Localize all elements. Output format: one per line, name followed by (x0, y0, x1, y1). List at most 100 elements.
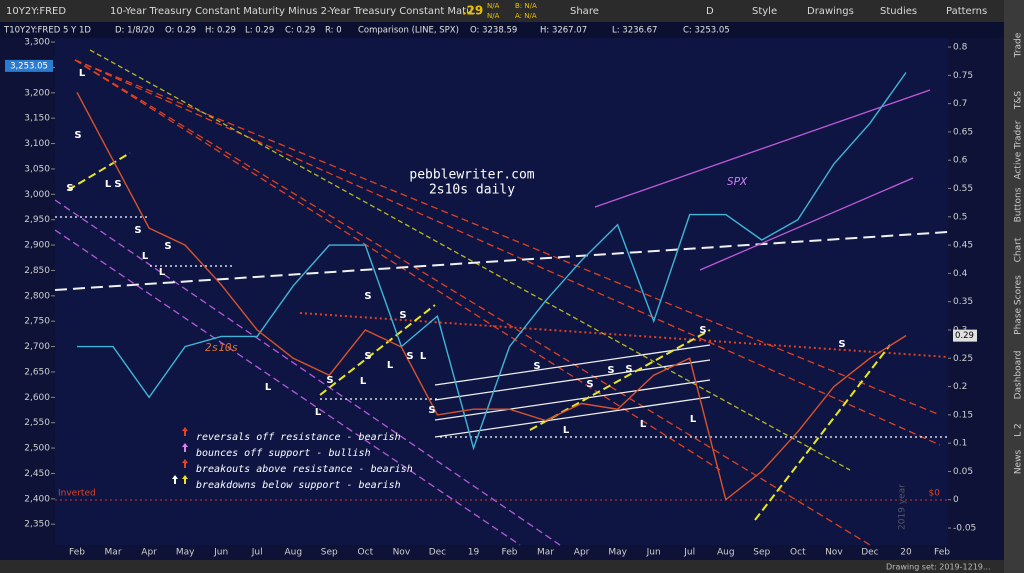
side-tab[interactable]: Dashboard (1014, 351, 1024, 400)
legend-item: O: 3238.59 (470, 26, 517, 36)
legend-item: C: 0.29 (285, 26, 315, 36)
y-tick-label: 2,700 (24, 342, 50, 352)
button[interactable]: D (706, 6, 714, 17)
side-tab[interactable]: T&S (1014, 91, 1024, 111)
series-line (76, 91, 907, 501)
x-tick-label: May (176, 548, 195, 558)
y2-tick-label: 0.45 (953, 241, 973, 251)
trendline (54, 231, 949, 291)
y2-tick-label: 0.1 (953, 439, 967, 449)
legend-item: R: 0 (325, 26, 342, 36)
x-tick-label: Jun (646, 548, 661, 558)
key: reversals off resistance - bearish bounc… (172, 427, 413, 491)
legend-item: T10Y2Y:FRED 5 Y 1D (3, 26, 91, 36)
y-tick-label: 2,600 (24, 393, 50, 403)
y2-tick-label: 0 (953, 495, 959, 505)
button[interactable]: Drawings (807, 6, 854, 17)
series-label: 2s10s (205, 341, 238, 354)
y-tick-label: 2,550 (24, 418, 50, 428)
trendline (594, 89, 931, 208)
x-tick-label: Dec (861, 548, 878, 558)
y-tick-label: 2,750 (24, 317, 50, 327)
y-tick-label: 2,850 (24, 266, 50, 276)
x-tick-label: Feb (69, 548, 85, 558)
button[interactable]: Patterns (946, 6, 987, 17)
y-tick-label: 2,500 (24, 444, 50, 454)
drawings (54, 49, 949, 546)
legend-item: L: 3236.67 (612, 26, 657, 36)
signal-label: L (315, 407, 322, 418)
legend-bar-bg (0, 22, 1004, 38)
legend-item: L: 0.29 (245, 26, 274, 36)
status-bg (0, 560, 1004, 573)
x-tick-label: 19 (468, 548, 480, 558)
y2-tick-label: 0.65 (953, 127, 973, 137)
button[interactable]: Share (570, 6, 599, 17)
legend-item: O: 0.29 (165, 26, 196, 36)
y-tick-label: 3,100 (24, 139, 50, 149)
legend-item: D: 1/8/20 (115, 26, 154, 36)
side-tab[interactable]: L 2 (1014, 423, 1024, 437)
trendline (699, 177, 914, 271)
button[interactable]: Style (752, 6, 777, 17)
x-tick-label: Feb (934, 548, 950, 558)
side-tab[interactable]: Active Trader (1014, 120, 1024, 179)
toolbar-bg (0, 0, 1004, 22)
signal-label: L (690, 414, 697, 425)
y2-tick-label: 0.8 (953, 43, 968, 53)
signal-label: S (74, 130, 81, 141)
key-text: bounces off support - bullish (196, 448, 371, 459)
signal-label: S (607, 365, 614, 376)
key-text: breakdowns below support - bearish (196, 480, 401, 491)
series-line (77, 72, 907, 451)
side-tab[interactable]: Trade (1014, 32, 1024, 58)
quote: A: N/A (515, 12, 537, 20)
trendline (67, 152, 131, 191)
x-tick-label: Jun (213, 548, 228, 558)
key-text: reversals off resistance - bearish (196, 432, 401, 443)
y2-tick-label: 0.2 (953, 382, 967, 392)
quote: B: N/A (515, 2, 537, 10)
key-text: breakouts above resistance - bearish (196, 464, 413, 475)
y2-tick-label: 0.5 (953, 212, 967, 222)
side-tab[interactable]: Phase Scores (1014, 275, 1024, 335)
y2-tick-label: 0.75 (953, 71, 973, 81)
trendline (529, 329, 711, 431)
x-tick-label: Nov (825, 548, 843, 558)
signal-label: L (142, 251, 149, 262)
symbol[interactable]: 10Y2Y:FRED (6, 6, 66, 17)
x-tick-label: Apr (141, 548, 157, 558)
x-tick-label: Jul (251, 548, 263, 558)
y2-tick-label: 0.05 (953, 467, 973, 477)
y2-tick-label: 0.25 (953, 354, 973, 364)
side-tab[interactable]: News (1014, 450, 1024, 475)
signal-label: S (164, 241, 171, 252)
y-tick-label: 2,800 (24, 291, 50, 301)
y2-tick-label: 0.6 (953, 156, 968, 166)
signal-label: S (838, 339, 845, 350)
side-tab[interactable]: Buttons (1014, 187, 1024, 222)
x-tick-label: Feb (502, 548, 518, 558)
signal-label: S (406, 351, 413, 362)
side-tab[interactable]: Chart (1014, 237, 1024, 262)
annotation: Inverted (58, 489, 96, 499)
y2-tick-label: 0.4 (953, 269, 968, 279)
x-axis-bg (0, 545, 1004, 560)
button[interactable]: Studies (880, 6, 917, 17)
last-label: 3,253.05 (10, 61, 48, 71)
y-tick-label: 3,150 (24, 114, 50, 124)
quote: N/A (487, 2, 500, 10)
x-tick-label: Sep (321, 548, 338, 558)
x-tick-label: Aug (284, 548, 302, 558)
channel (434, 359, 711, 401)
plot-bg (55, 38, 948, 545)
left-axis-bg (0, 38, 55, 545)
x-tick-label: Oct (358, 548, 374, 558)
legend-item: Comparison (LINE, SPX) (358, 26, 459, 36)
y2-tick-label: 0.15 (953, 410, 973, 420)
chart-title: pebblewriter.com (409, 168, 534, 183)
sidebar-bg (1004, 0, 1024, 573)
y2-tick-label: 0.7 (953, 99, 967, 109)
